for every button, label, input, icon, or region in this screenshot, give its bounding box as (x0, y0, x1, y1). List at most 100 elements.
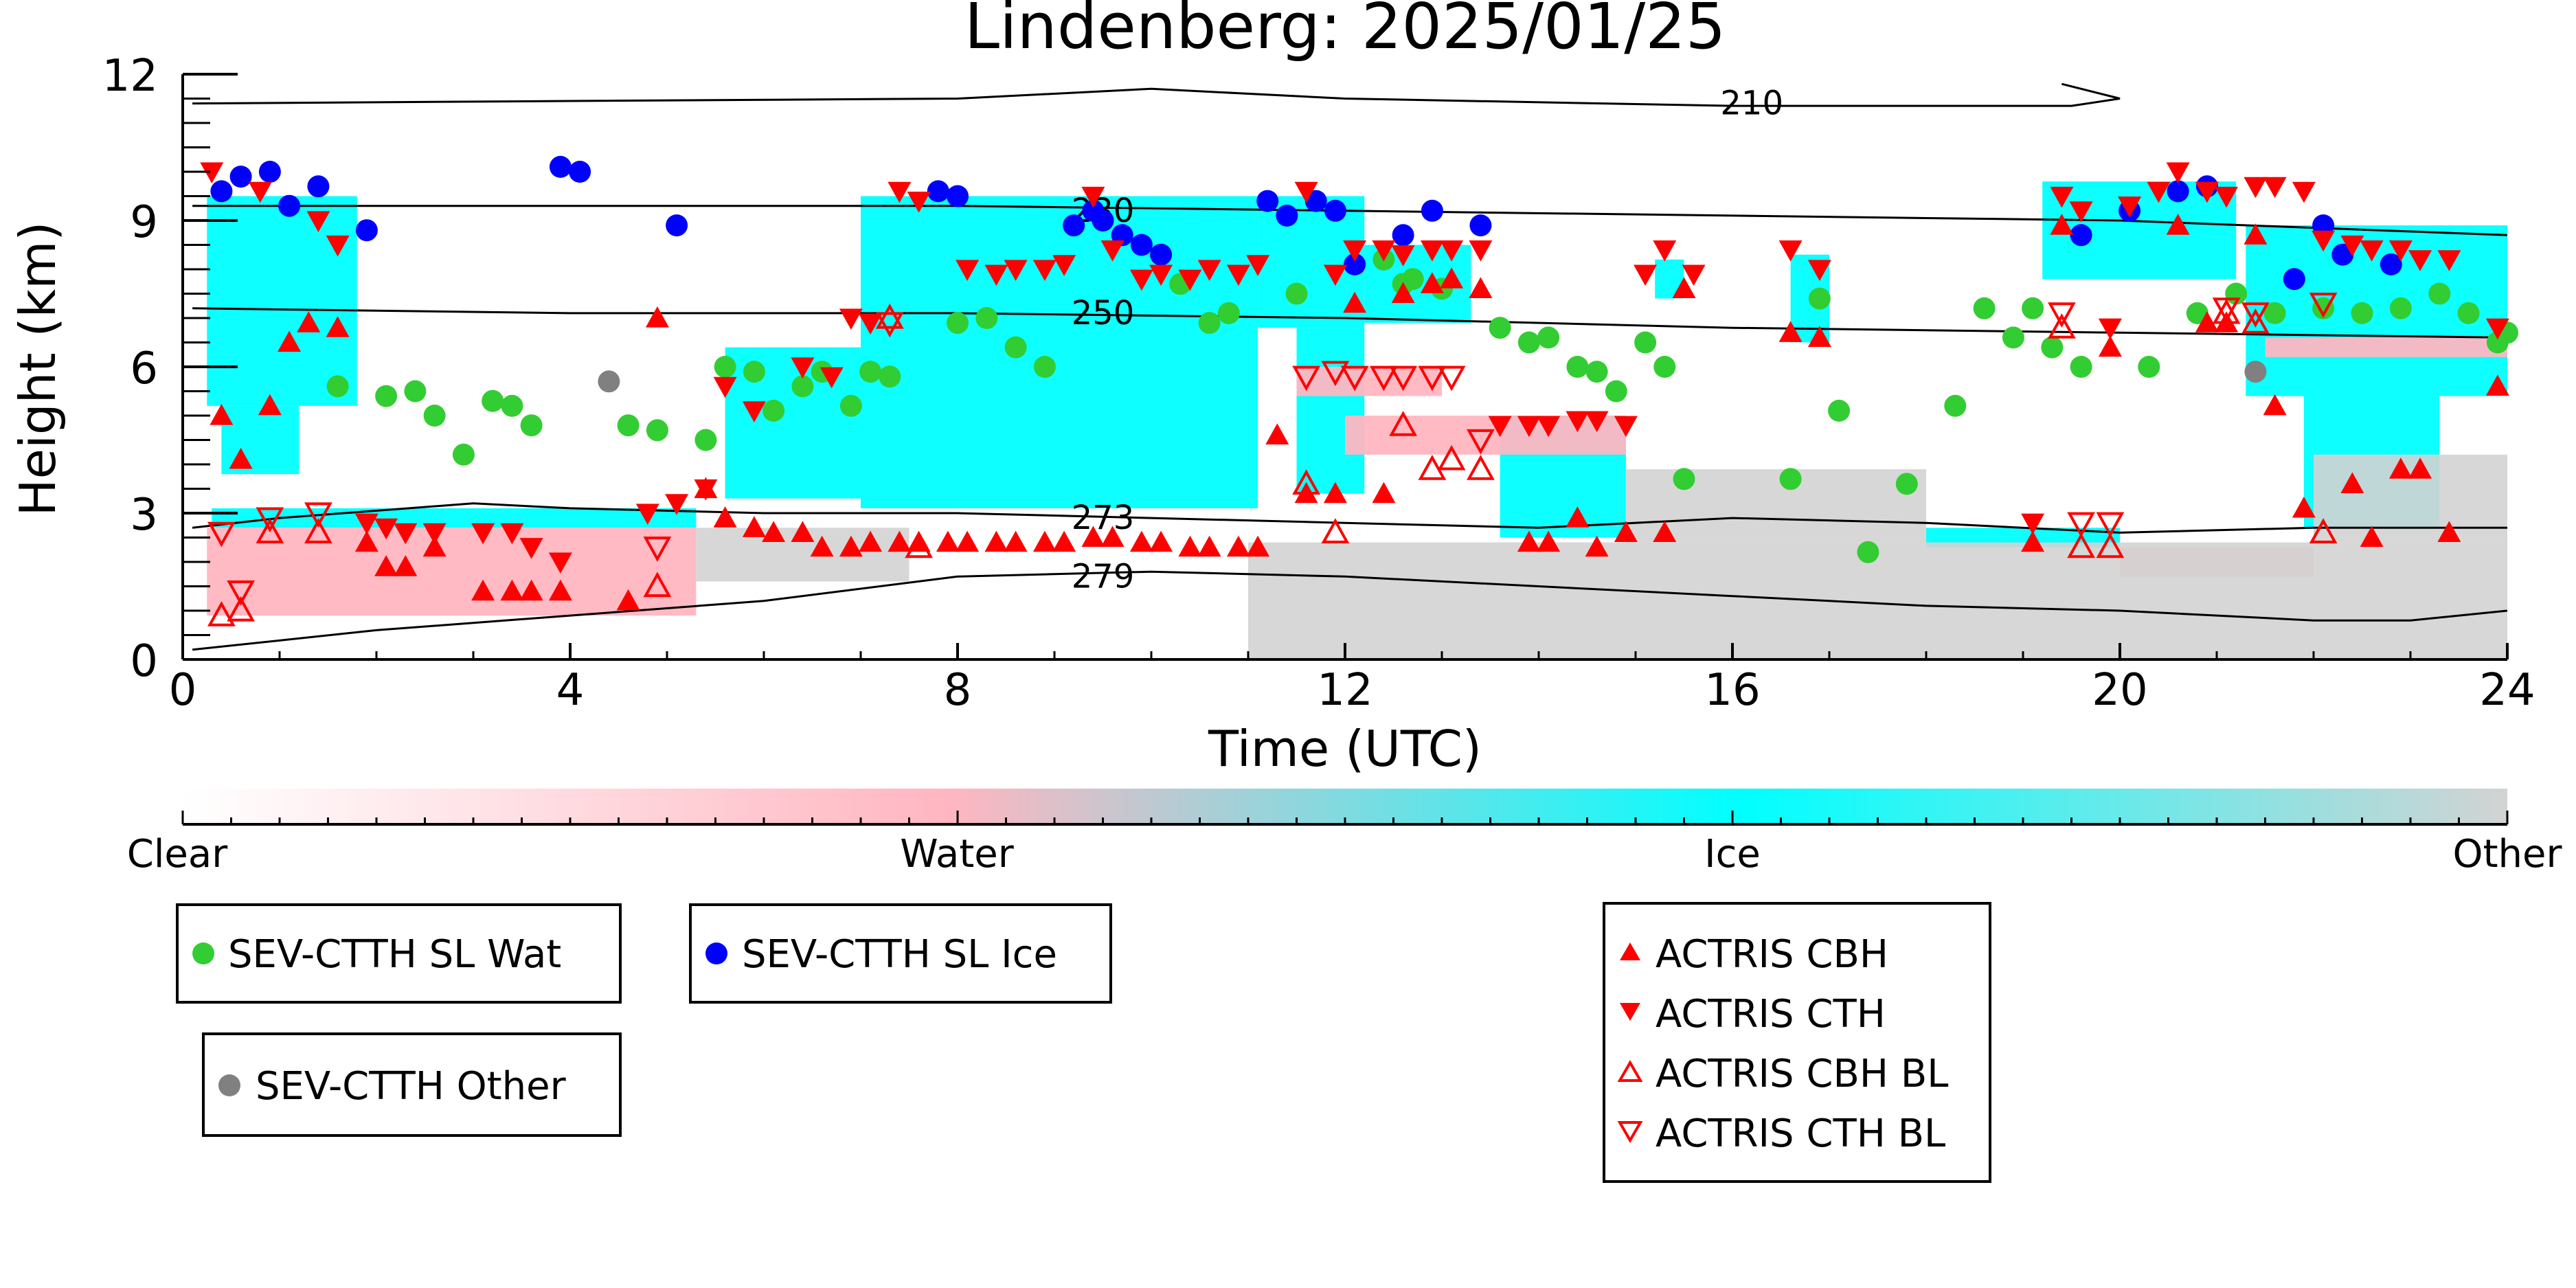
point-actris-cth (326, 235, 350, 257)
point-actris-cbh (762, 521, 786, 542)
region-ice (1296, 328, 1365, 494)
point-actris-cth-bl (2096, 512, 2125, 538)
point-actris-cbh (1537, 530, 1561, 552)
point-actris-cth (1537, 416, 1561, 438)
contour-line-210 (192, 82, 2121, 107)
point-sev-ctth-sl-ice (1130, 234, 1153, 256)
point-actris-cth (888, 181, 912, 203)
x-tick-label: 4 (556, 665, 585, 716)
legend-box (689, 903, 1112, 1004)
legend-box (176, 903, 622, 1004)
point-actris-cth-bl (1437, 365, 1466, 392)
x-axis-ticks: 0 4 8 12 16 20 24 (169, 643, 2535, 716)
point-actris-cth (1440, 240, 1464, 262)
legend-actris: ACTRIS CBH ACTRIS CTH ACTRIS CBH BL ACTR… (1603, 902, 1991, 1183)
point-actris-cth (956, 260, 980, 281)
point-actris-cth (1226, 264, 1250, 286)
point-sev-ctth-sl-ice (355, 219, 378, 242)
point-actris-cbh (1807, 326, 1831, 347)
point-actris-cth (248, 181, 272, 203)
point-actris-cbh (2050, 214, 2074, 235)
point-actris-cbh (1246, 535, 1270, 557)
point-actris-cth-bl (304, 502, 332, 528)
point-actris-cth (2050, 186, 2074, 208)
legend-label: ACTRIS CBH BL (1656, 1052, 1948, 1096)
point-actris-cbh (1081, 526, 1105, 547)
point-actris-cbh-bl (1467, 454, 1495, 480)
point-sev-ctth-sl-wat (2389, 297, 2412, 319)
point-actris-cth (1323, 264, 1347, 286)
point-actris-cth (2408, 250, 2432, 271)
point-sev-ctth-sl-ice (1324, 199, 1346, 222)
point-actris-cth (1372, 240, 1396, 262)
point-actris-cbh (1100, 526, 1125, 547)
point-actris-cth (791, 357, 815, 379)
point-actris-cbh (297, 311, 321, 332)
point-sev-ctth-sl-wat (694, 429, 717, 451)
point-actris-cth (635, 504, 659, 525)
point-sev-ctth-sl-wat (1653, 356, 1676, 378)
legend-marker-triangle-down-filled (1620, 1003, 1640, 1021)
point-actris-cth (2485, 318, 2509, 340)
point-actris-cbh (1178, 535, 1202, 557)
legend-marker-circle (218, 1074, 240, 1096)
point-actris-cbh (2360, 526, 2384, 547)
point-actris-cth (1517, 416, 1541, 438)
point-actris-cth-bl (2309, 293, 2338, 318)
legend-marker-triangle-up-open (1617, 1059, 1643, 1082)
point-actris-cbh (2340, 472, 2364, 493)
point-actris-cbh (1469, 277, 1493, 298)
x-axis-label: Time (UTC) (1208, 720, 1482, 778)
point-actris-cth-bl (256, 507, 284, 533)
point-actris-cbh (471, 579, 495, 601)
point-actris-cbh (394, 555, 418, 576)
point-sev-ctth-sl-wat (2070, 356, 2092, 378)
point-actris-cbh (2408, 457, 2432, 479)
point-sev-ctth-sl-wat (1004, 336, 1027, 359)
point-actris-cth (1178, 269, 1202, 291)
point-actris-cbh (839, 535, 863, 557)
point-actris-cth (471, 523, 495, 545)
point-actris-cth (2263, 177, 2287, 199)
point-sev-ctth-sl-wat (2022, 297, 2044, 319)
point-actris-cth (2147, 181, 2171, 203)
point-actris-cth (1032, 260, 1057, 281)
point-actris-cbh (810, 535, 834, 557)
point-sev-ctth-sl-wat (452, 443, 475, 466)
point-actris-cbh (422, 535, 447, 557)
point-actris-cth-bl (227, 580, 255, 606)
point-actris-cth-bl (1389, 365, 1417, 392)
point-actris-cth (1081, 186, 1105, 208)
point-sev-ctth-sl-ice (307, 175, 330, 198)
legend-label: ACTRIS CTH BL (1656, 1111, 1945, 1156)
point-actris-cth (665, 494, 689, 515)
point-actris-cbh-bl (2096, 532, 2125, 558)
region-water (2265, 337, 2507, 357)
point-actris-cbh (229, 447, 253, 469)
point-actris-cth (500, 523, 524, 545)
point-actris-cth-bl (2212, 297, 2241, 323)
point-actris-cbh (2437, 521, 2461, 542)
point-sev-ctth-sl-ice (666, 214, 688, 237)
legend-marker-circle (705, 942, 727, 964)
point-actris-cbh-bl (1292, 469, 1320, 495)
point-sev-ctth-sl-wat (1605, 380, 1627, 403)
point-sev-ctth-sl-ice (2167, 180, 2189, 203)
point-actris-cth (2340, 235, 2364, 257)
y-tick-label: 0 (130, 636, 158, 687)
point-actris-cbh (1672, 277, 1696, 298)
point-actris-cth (1246, 255, 1270, 276)
point-actris-cbh (1149, 530, 1173, 552)
point-sev-ctth-sl-wat (482, 389, 504, 412)
point-sev-ctth-sl-wat (1401, 268, 1424, 291)
point-sev-ctth-sl-wat (1895, 473, 1918, 495)
point-actris-cbh (2195, 311, 2219, 332)
point-actris-cth (694, 479, 718, 501)
point-actris-cbh (1391, 282, 1415, 304)
region-water (1296, 367, 1442, 396)
point-sev-ctth-sl-ice (2331, 243, 2354, 266)
point-actris-cbh-bl (2241, 308, 2270, 334)
region-water (207, 528, 697, 616)
point-actris-cth (2388, 240, 2413, 262)
